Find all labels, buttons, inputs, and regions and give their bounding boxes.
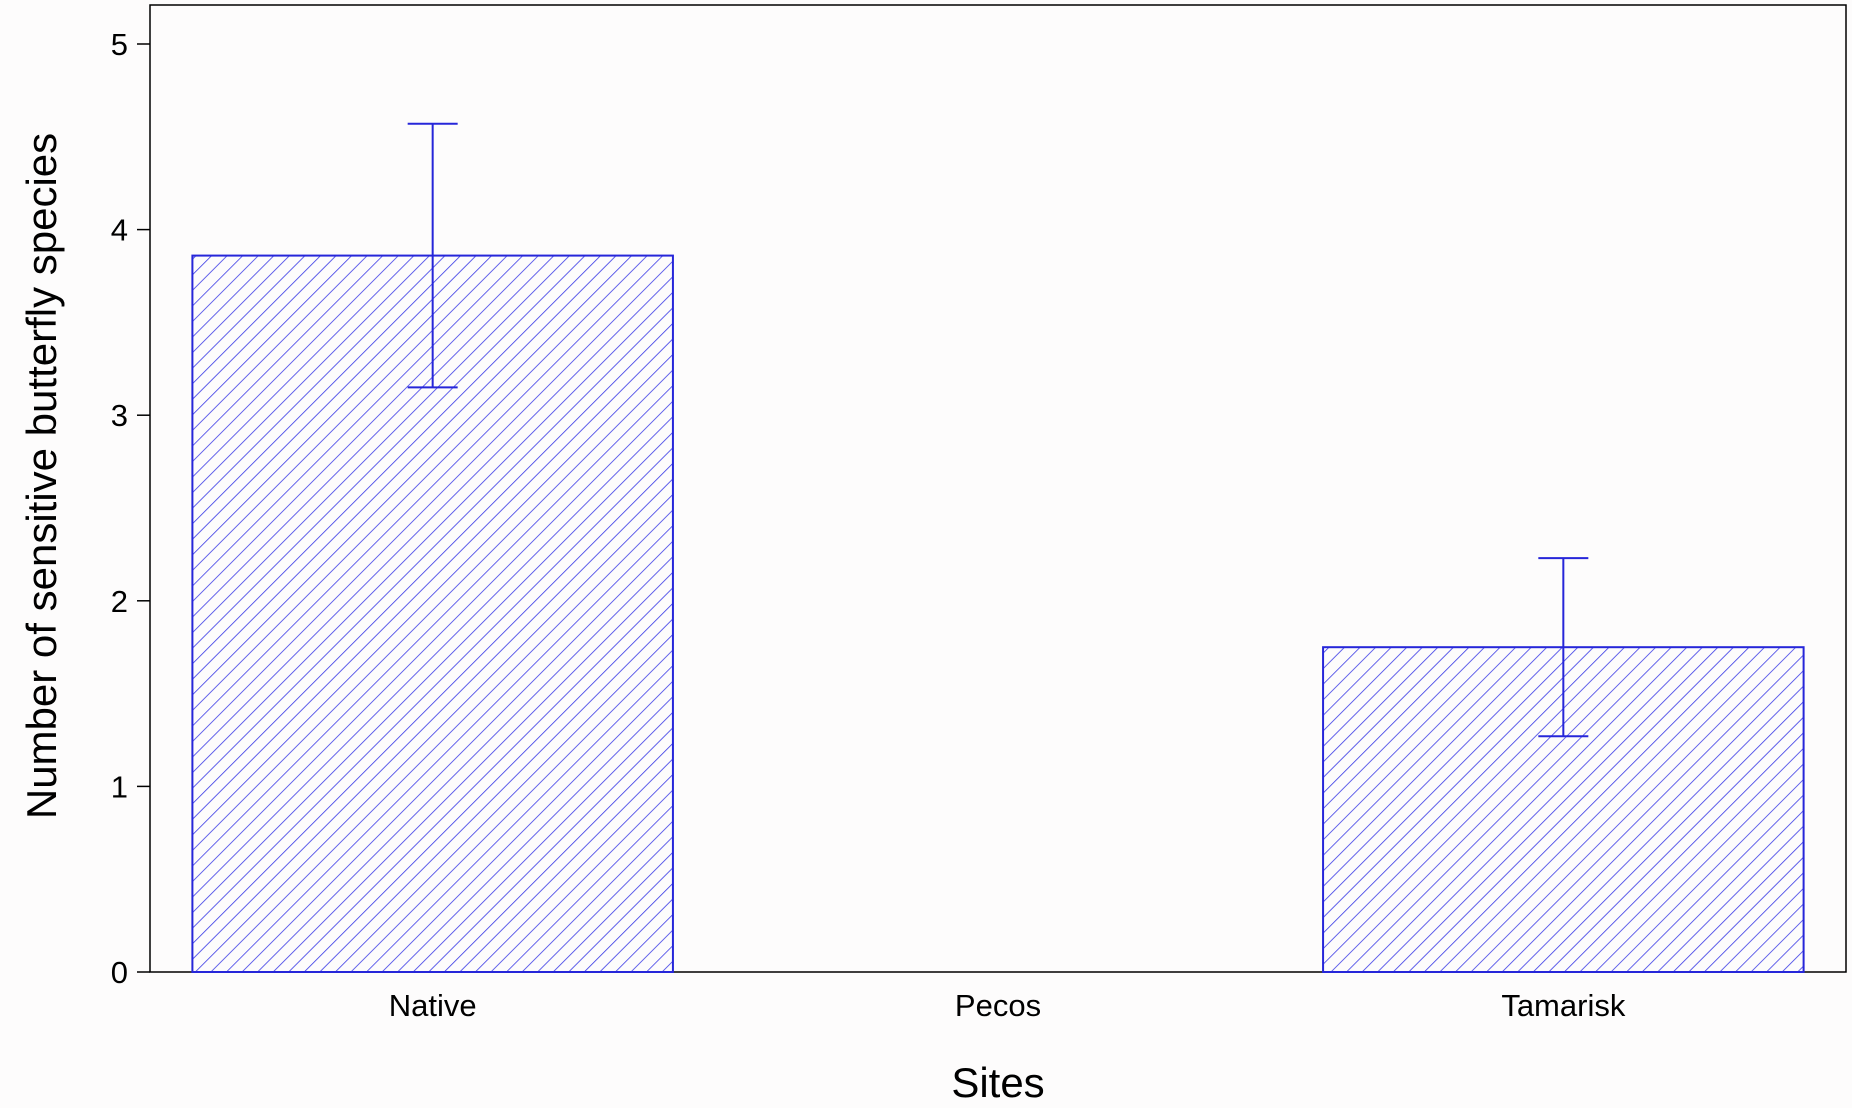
y-tick-label: 0: [111, 955, 128, 990]
x-tick-label-pecos: Pecos: [955, 988, 1041, 1023]
y-tick-label: 1: [111, 769, 128, 804]
bars-layer: [191, 122, 1805, 974]
x-axis-title: Sites: [951, 1059, 1044, 1103]
x-axis: Native Pecos Tamarisk: [389, 988, 1626, 1023]
y-tick-label: 4: [111, 213, 128, 248]
y-tick-label: 3: [111, 398, 128, 433]
plot-frame: [149, 4, 1847, 973]
y-axis: 0 1 2 3 4 5: [111, 27, 150, 990]
y-tick-label: 5: [111, 27, 128, 62]
y-tick-label: 2: [111, 584, 128, 619]
y-axis-title: Number of sensitive butterfly species: [18, 133, 65, 819]
error-bar-native: [407, 122, 458, 389]
error-bar-tamarisk: [1538, 557, 1589, 738]
x-tick-label-tamarisk: Tamarisk: [1501, 988, 1626, 1023]
x-tick-label-native: Native: [389, 988, 477, 1023]
